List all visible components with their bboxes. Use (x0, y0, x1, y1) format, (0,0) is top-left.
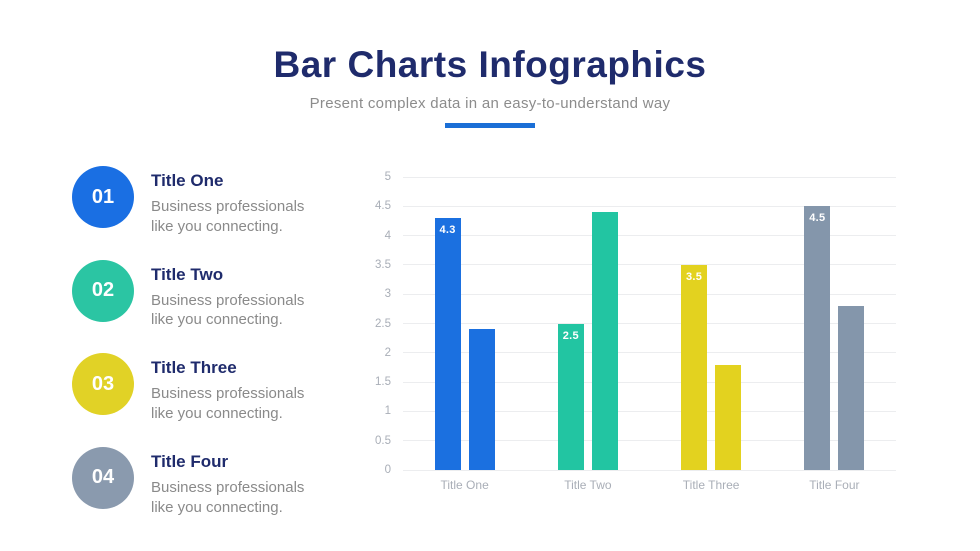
list-item-text: Title Four Business professionals like y… (151, 447, 316, 518)
y-axis-tick-label: 0.5 (375, 434, 391, 447)
list-item-title: Title Three (151, 358, 237, 378)
list-item-description: Business professionals like you connecti… (151, 291, 305, 329)
gridline (403, 235, 896, 237)
list-item-description: Business professionals like you connecti… (151, 198, 305, 235)
step-number-badge: 04 (72, 446, 134, 509)
bar-title-three-series-1: 3.5 (681, 264, 708, 470)
chart-plot: 0 0.5 1 1.5 2 2.5 3 3.5 4 4.5 5 4.3 Title One 2.5 Titl… (375, 171, 896, 492)
y-axis-tick-label: 4.5 (375, 200, 391, 213)
x-axis-category-label: Title Three (682, 478, 740, 492)
list-item: 04 Title Four Business professionals lik… (72, 446, 316, 518)
list-item-description: Business professionals like you connecti… (151, 478, 305, 516)
y-axis-tick-label: 2 (384, 346, 391, 359)
bar-title-two-series-1: 2.5 (557, 323, 584, 470)
bar-value-label: 4.5 (809, 212, 826, 225)
bar-title-one-series-1: 4.3 (434, 218, 461, 470)
x-axis-category-label: Title One (440, 478, 489, 492)
list-item-text: Title Three Business professionals like … (151, 353, 316, 424)
y-axis-tick-label: 2.5 (375, 317, 391, 330)
y-axis-tick-label: 5 (384, 171, 391, 183)
gridline (403, 264, 896, 266)
list-item-description: Business professionals like you connecti… (151, 385, 305, 422)
list-item: 02 Title Two Business professionals like… (72, 259, 316, 331)
page-title: Bar Charts Infographics (273, 44, 707, 85)
y-axis-tick-label: 1.5 (375, 376, 391, 389)
legend-list: 01 Title One Business professionals like… (72, 166, 316, 517)
y-axis-tick-label: 3.5 (375, 258, 391, 271)
y-axis-tick-label: 3 (384, 288, 391, 301)
step-number-badge: 02 (72, 259, 134, 322)
bar-title-three-series-2 (715, 364, 742, 470)
bar-title-one-series-2 (468, 329, 495, 470)
bar-value-label: 4.3 (439, 224, 456, 237)
bar-title-four-series-1: 4.5 (804, 206, 831, 470)
gridline (403, 293, 896, 295)
bar-title-two-series-2 (591, 212, 618, 470)
gridline (403, 410, 896, 412)
gridline (403, 469, 896, 471)
x-axis-category-label: Title Four (809, 478, 860, 492)
step-number-badge: 03 (72, 353, 134, 416)
gridline (403, 352, 896, 354)
list-item-title: Title Four (151, 451, 229, 471)
y-axis-tick-label: 0 (384, 464, 391, 476)
bar-chart: 0 0.5 1 1.5 2 2.5 3 3.5 4 4.5 5 4.3 Title One 2.5 Titl… (375, 171, 896, 492)
step-number-badge: 01 (72, 166, 134, 228)
gridline (403, 176, 896, 178)
gridline (403, 205, 896, 207)
gridline (403, 381, 896, 383)
list-item-title: Title One (151, 171, 224, 190)
bar-value-label: 3.5 (686, 270, 703, 283)
bar-title-four-series-2 (838, 305, 865, 470)
y-axis-tick-label: 1 (384, 405, 391, 418)
list-item: 01 Title One Business professionals like… (72, 166, 316, 237)
gridline (403, 440, 896, 442)
list-item-text: Title Two Business professionals like yo… (151, 260, 316, 331)
list-item: 03 Title Three Business professionals li… (72, 353, 316, 424)
gridline (403, 323, 896, 324)
bar-value-label: 2.5 (562, 329, 579, 342)
list-item-text: Title One Business professionals like yo… (151, 166, 316, 237)
page-subtitle: Present complex data in an easy-to-under… (309, 95, 671, 112)
y-axis-tick-label: 4 (384, 229, 391, 242)
x-axis-category-label: Title Two (564, 478, 612, 492)
accent-underline (445, 123, 535, 128)
header: Bar Charts Infographics Present complex … (0, 0, 980, 128)
list-item-title: Title Two (151, 264, 224, 284)
